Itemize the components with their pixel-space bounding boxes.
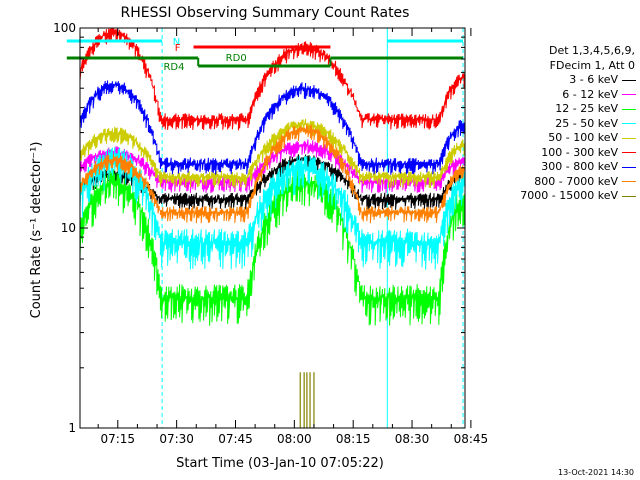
series-line-2 [80,168,465,326]
flag-label-N: N [173,37,180,48]
y-tick-label-2: 100 [53,21,76,35]
flag-label-RD0: RD0 [226,53,247,64]
x-tick-label-1: 07:30 [159,432,194,446]
legend-item: 7000 - 15000 keV [480,189,640,204]
legend-swatch [622,79,636,81]
legend-swatch [622,166,636,168]
legend-header-line-2: FDecim 1, Att 0 [549,58,635,72]
legend-item-label: 6 - 12 keV [562,87,618,101]
x-tick-label-0: 07:15 [100,432,135,446]
x-tick-label-5: 08:30 [395,432,430,446]
legend-item: 50 - 100 keV [480,131,640,146]
y-axis-label: Count Rate (s⁻¹ detector⁻¹) [29,142,44,319]
series-line-3 [80,147,465,270]
legend-item-label: 3 - 6 keV [569,73,618,86]
legend-header-line-1: Det 1,3,4,5,6,9, [548,44,635,57]
legend-item-label: 800 - 7000 keV [534,174,618,188]
series-line-4 [80,118,465,189]
x-tick-label-4: 08:15 [336,432,371,446]
legend-item-label: 12 - 25 keV [555,102,618,115]
plot-frame [79,27,466,429]
generated-timestamp: 13-Oct-2021 14:30 [558,468,634,477]
legend-item: 800 - 7000 keV [480,175,640,190]
series-line-6 [80,80,465,175]
legend: Det 1,3,4,5,6,9, FDecim 1, Att 0 3 - 6 k… [480,44,640,204]
data-series-group [80,28,465,428]
series-line-7 [80,123,465,224]
flag-label-F: F [175,43,181,54]
legend-item: 300 - 800 keV [480,160,640,175]
legend-swatch [622,152,636,154]
legend-swatch [622,181,636,183]
x-axis-label: Start Time (03-Jan-10 07:05:22) [176,456,384,471]
legend-swatch [622,195,636,197]
legend-item-label: 100 - 300 keV [541,145,618,159]
flag-label-RD4: RD4 [163,62,184,73]
legend-item: 3 - 6 keV [480,73,640,88]
y-tick-label-1: 10 [61,221,76,235]
legend-item-label: 300 - 800 keV [541,160,618,173]
legend-swatch [622,108,636,110]
legend-swatch [622,123,636,125]
legend-item-label: 50 - 100 keV [548,131,618,144]
series-line-5 [80,28,465,131]
legend-swatch [622,94,636,96]
legend-item: 25 - 50 keV [480,117,640,132]
y-tick-label-0: 1 [68,421,76,435]
legend-item: 100 - 300 keV [480,146,640,161]
chart-title: RHESSI Observing Summary Count Rates [121,5,410,21]
x-tick-label-2: 07:45 [218,432,253,446]
legend-item: 12 - 25 keV [480,102,640,117]
x-tick-label-3: 08:00 [277,432,312,446]
x-tick-label-6: 08:45 [454,432,489,446]
legend-swatch [622,137,636,139]
legend-item: 6 - 12 keV [480,88,640,103]
legend-item-label: 25 - 50 keV [555,116,618,130]
legend-item-label: 7000 - 15000 keV [520,189,618,202]
